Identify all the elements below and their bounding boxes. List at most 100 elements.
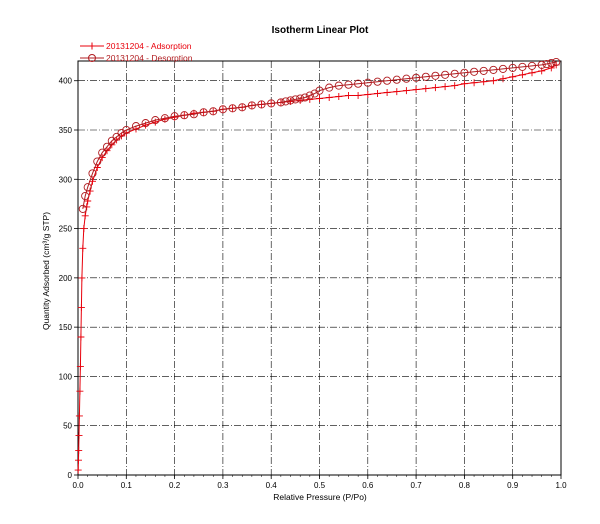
data-point-plus <box>80 225 88 233</box>
plot-frame <box>77 60 562 476</box>
y-tick-label: 0 <box>68 471 73 480</box>
legend-item-adsorption: 20131204 - Adsorption <box>80 41 192 51</box>
y-tick-label: 100 <box>59 372 73 381</box>
x-tick-label: 0.8 <box>459 481 471 490</box>
series-line <box>82 61 557 209</box>
x-tick-label: 1.0 <box>555 481 567 490</box>
data-point-plus <box>316 95 323 102</box>
data-point-circle <box>247 101 256 110</box>
x-tick-label: 0.6 <box>362 481 374 490</box>
data-point-circle <box>527 61 537 70</box>
data-point-circle <box>431 71 440 80</box>
data-point-circle <box>498 64 508 73</box>
legend: 20131204 - Adsorption 20131204 - Desorpt… <box>80 41 193 63</box>
data-point-plus <box>460 80 468 88</box>
x-tick-label: 0.4 <box>266 481 278 490</box>
x-tick-label: 0.5 <box>314 481 326 490</box>
data-point-circle <box>257 100 266 109</box>
data-point-circle <box>334 81 343 90</box>
y-tick-label: 250 <box>59 225 73 234</box>
y-tick-label: 350 <box>59 126 73 135</box>
data-point-plus <box>383 89 391 96</box>
data-point-plus <box>354 92 362 99</box>
data-point-circle <box>81 191 90 201</box>
data-point-circle <box>383 76 392 85</box>
data-point-circle <box>276 98 285 107</box>
data-point-plus <box>74 466 82 474</box>
data-point-circle <box>315 86 324 95</box>
data-point-circle <box>107 136 116 145</box>
data-point-plus <box>76 363 84 371</box>
data-point-circle <box>305 91 314 100</box>
legend-label-desorption: 20131204 - Desorption <box>106 53 193 63</box>
data-point-plus <box>431 84 439 92</box>
data-point-circle <box>83 183 92 192</box>
data-point-circle <box>117 128 126 138</box>
data-point-plus <box>499 75 507 83</box>
y-tick-label: 200 <box>59 274 73 283</box>
data-point-plus <box>75 412 83 420</box>
data-point-circle <box>122 125 131 135</box>
data-point-circle <box>151 116 160 125</box>
y-tick-label: 400 <box>59 77 73 86</box>
data-point-circle <box>296 94 305 103</box>
data-point-circle <box>354 79 363 88</box>
data-point-circle <box>112 132 121 141</box>
data-point-circle <box>508 63 517 72</box>
data-point-circle <box>542 59 551 69</box>
data-point-plus <box>451 82 459 90</box>
data-point-circle <box>286 96 295 105</box>
data-point-circle <box>170 112 179 121</box>
data-point-plus <box>393 88 401 96</box>
data-point-plus <box>518 71 526 79</box>
data-point-circle <box>209 107 218 116</box>
data-point-circle <box>141 119 150 128</box>
data-point-circle <box>291 95 300 104</box>
data-point-plus <box>509 73 517 81</box>
data-point-plus <box>77 333 85 341</box>
x-tick-labels: 0.0 0.1 0.2 0.3 0.4 0.5 0.6 0.7 0.8 0.9 1.0 <box>72 481 567 490</box>
x-tick-label: 0.1 <box>121 481 133 490</box>
data-point-plus <box>75 446 83 454</box>
data-point-circle <box>325 83 334 92</box>
data-point-plus <box>422 85 430 93</box>
y-tick-label: 50 <box>63 422 72 431</box>
data-point-plus <box>77 303 85 311</box>
data-point-plus <box>81 212 89 220</box>
series-layer <box>74 57 561 474</box>
data-point-circle <box>421 72 430 81</box>
data-point-circle <box>373 77 382 86</box>
data-point-circle <box>160 114 169 123</box>
data-point-circle <box>537 60 546 69</box>
data-point-circle <box>460 68 469 77</box>
data-point-plus <box>76 387 84 395</box>
data-point-circle <box>281 97 290 106</box>
data-point-circle <box>344 80 353 89</box>
data-point-plus <box>78 274 86 282</box>
legend-label-adsorption: 20131204 - Adsorption <box>106 41 192 51</box>
data-point-circle <box>93 157 102 166</box>
x-tick-label: 0.2 <box>169 481 181 490</box>
data-point-plus <box>75 432 83 440</box>
data-point-plus <box>489 77 497 85</box>
data-point-circle <box>392 75 401 84</box>
data-point-plus <box>441 83 449 91</box>
data-point-circle <box>199 108 208 117</box>
data-point-circle <box>470 67 479 76</box>
legend-item-desorption: 20131204 - Desorption <box>80 53 193 63</box>
data-point-circle <box>450 69 459 78</box>
data-point-plus <box>345 92 352 99</box>
data-point-circle <box>102 142 112 151</box>
data-point-circle <box>402 74 411 83</box>
x-tick-label: 0.7 <box>411 481 423 490</box>
data-point-circle <box>441 70 450 79</box>
series-line <box>77 64 557 471</box>
x-axis-label: Relative Pressure (P/Po) <box>273 492 367 502</box>
data-point-circle <box>180 111 189 120</box>
data-point-circle <box>310 89 319 98</box>
data-point-circle <box>228 104 237 113</box>
data-point-circle <box>412 73 421 82</box>
data-point-circle <box>489 65 498 74</box>
data-point-plus <box>335 93 343 100</box>
